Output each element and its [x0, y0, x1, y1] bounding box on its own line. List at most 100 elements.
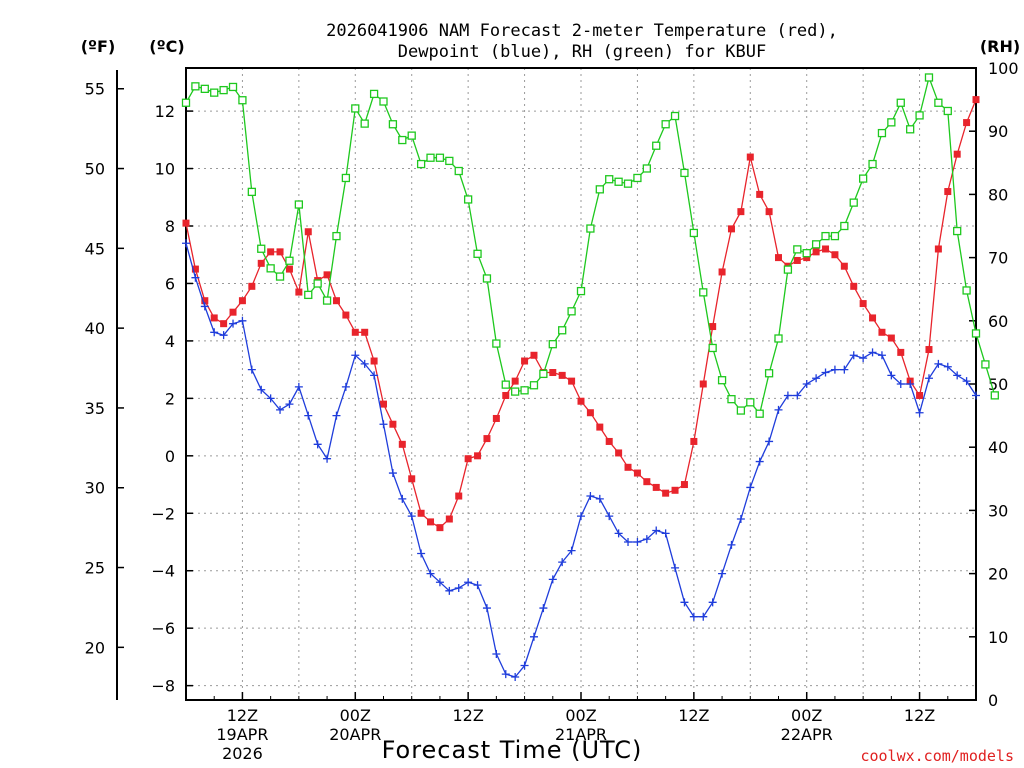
- axes: [116, 67, 977, 701]
- series-line-2-meter-temperature: [185, 99, 977, 529]
- fahrenheit-unit-label: (ºF): [81, 37, 116, 56]
- dewpoint-point: [699, 612, 708, 621]
- dewpoint-point: [229, 319, 238, 328]
- dewpoint-point: [849, 351, 858, 360]
- rh-point: [943, 106, 952, 116]
- rh-point: [764, 369, 774, 378]
- dewpoint-point: [332, 411, 341, 420]
- rh-point: [661, 120, 670, 129]
- dewpoint-point: [520, 661, 529, 670]
- rh-point: [219, 85, 228, 95]
- temperature-point: [615, 449, 623, 457]
- dewpoint-point: [247, 365, 256, 374]
- rh-point: [501, 380, 510, 389]
- rh-point: [482, 274, 492, 283]
- rh-point: [379, 97, 388, 106]
- dewpoint-point: [708, 598, 717, 607]
- dewpoint-point: [877, 351, 886, 360]
- temperature-point: [220, 320, 228, 328]
- rh-point: [783, 265, 793, 274]
- rh-point: [266, 264, 275, 273]
- rh-tick-label: 30: [988, 501, 1008, 520]
- temperature-point: [502, 391, 510, 399]
- temperature-point: [680, 481, 688, 489]
- dewpoint-point: [529, 632, 538, 641]
- x-tick-label: 00Z: [340, 706, 371, 725]
- rh-point: [811, 240, 821, 249]
- dewpoint-point: [812, 374, 821, 383]
- credit-text: coolwx.com/models: [860, 747, 1014, 765]
- x-tick-label: 12Z: [904, 706, 935, 725]
- dewpoint-point: [464, 578, 473, 587]
- dewpoint-point: [887, 371, 896, 380]
- rh-point: [238, 96, 247, 105]
- temperature-point: [699, 380, 707, 388]
- temperature-point: [229, 308, 237, 316]
- dewpoint-point: [736, 515, 745, 524]
- rh-point: [708, 343, 717, 353]
- rh-point: [341, 173, 351, 183]
- rh-point: [699, 288, 708, 297]
- rh-point: [670, 111, 680, 121]
- rh-unit-label: (RH): [980, 37, 1020, 56]
- rh-point: [313, 279, 322, 288]
- temperature-point: [445, 515, 453, 523]
- rh-point: [407, 131, 416, 140]
- rh-point: [595, 185, 604, 194]
- rh-point: [717, 376, 727, 385]
- rh-point: [614, 177, 623, 186]
- rh-point: [181, 98, 191, 107]
- rh-point: [924, 73, 934, 82]
- rh-point: [210, 88, 219, 97]
- dewpoint-point: [577, 512, 585, 521]
- fahrenheit-tick-label: 30: [85, 479, 105, 498]
- temperature-point: [295, 288, 303, 296]
- fahrenheit-tick-label: 35: [85, 399, 105, 418]
- rh-point: [633, 173, 642, 183]
- temperature-point: [793, 256, 801, 264]
- rh-point: [623, 179, 633, 188]
- dewpoint-point: [633, 538, 642, 546]
- dewpoint-point: [868, 348, 877, 357]
- rh-point: [642, 164, 651, 173]
- temperature-point: [718, 268, 726, 276]
- temperature-point: [342, 311, 350, 319]
- dewpoint-point: [285, 400, 294, 409]
- temperature-point: [549, 369, 557, 377]
- temperature-point: [934, 245, 942, 253]
- dewpoint-point: [783, 391, 792, 400]
- dewpoint-point: [586, 492, 595, 501]
- temperature-point: [925, 346, 933, 354]
- temperature-point: [887, 334, 895, 342]
- celsius-tick-label: −2: [151, 504, 175, 523]
- rh-point: [454, 166, 463, 176]
- temperature-point: [690, 437, 698, 445]
- dewpoint-point: [210, 328, 219, 337]
- temperature-point: [605, 437, 613, 445]
- temperature-point: [323, 271, 331, 279]
- rh-point: [887, 118, 896, 127]
- dewpoint-point: [652, 526, 661, 535]
- rh-point: [304, 290, 313, 300]
- dewpoint-point: [642, 535, 651, 544]
- dewpoint-point: [360, 359, 369, 368]
- temperature-point: [248, 282, 256, 290]
- celsius-tick-label: 10: [155, 160, 175, 179]
- x-tick-label: 12Z: [227, 706, 258, 725]
- dewpoint-point: [689, 612, 698, 621]
- dewpoint-point: [802, 380, 811, 388]
- temperature-point: [822, 245, 830, 253]
- temperature-point: [464, 455, 472, 463]
- x-tick-label: 00Z: [565, 706, 596, 725]
- chart-title-line-2: Dewpoint (blue), RH (green) for KBUF: [398, 42, 766, 62]
- dewpoint-point: [793, 391, 802, 400]
- temperature-point: [474, 452, 482, 460]
- temperature-point: [652, 483, 660, 491]
- dewpoint-point: [962, 377, 971, 386]
- rh-point: [896, 98, 905, 107]
- rh-tick-label: 40: [988, 438, 1008, 457]
- temperature-point: [492, 414, 500, 422]
- x-tick-label: 22APR: [781, 725, 833, 744]
- x-tick-label: 19APR: [216, 725, 268, 744]
- rh-point: [727, 395, 736, 404]
